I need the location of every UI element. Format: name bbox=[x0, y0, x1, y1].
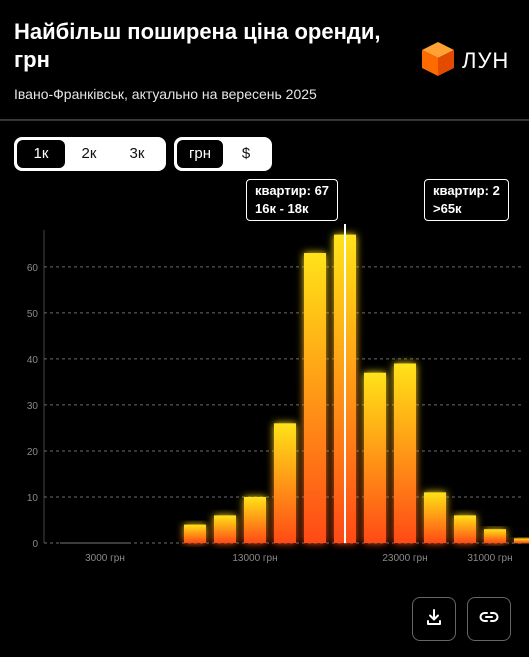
y-tick-label: 30 bbox=[27, 401, 39, 412]
x-tick-label: 3000 грн bbox=[85, 553, 125, 564]
toggle-1-room[interactable]: 1к bbox=[17, 140, 65, 168]
logo-text: ЛУН bbox=[462, 48, 510, 73]
toggle-currency-usd[interactable]: $ bbox=[241, 145, 251, 162]
tooltip-count: квартир: 2 bbox=[433, 183, 500, 198]
x-tick-label: 13000 грн bbox=[232, 553, 277, 564]
x-tick-label: 31000 грн bbox=[467, 553, 512, 564]
download-button[interactable] bbox=[412, 597, 456, 641]
histogram-bar[interactable] bbox=[454, 515, 476, 543]
y-tick-label: 10 bbox=[27, 493, 39, 504]
tooltip-range: 16к - 18к bbox=[255, 201, 309, 216]
copy-link-button[interactable] bbox=[467, 597, 511, 641]
link-icon bbox=[479, 607, 499, 632]
histogram-bar[interactable] bbox=[424, 492, 446, 543]
lun-logo[interactable]: ЛУН bbox=[420, 40, 510, 83]
orange-cube-icon bbox=[420, 40, 456, 83]
tooltip-highlighted-bar: квартир: 67 16к - 18к bbox=[246, 179, 339, 221]
toggle-currency-uah[interactable]: грн bbox=[177, 140, 223, 168]
page-title: Найбільш поширена ціна оренди, грн bbox=[14, 19, 381, 72]
toggle-3-rooms[interactable]: 3к bbox=[129, 145, 145, 162]
y-tick-label: 0 bbox=[32, 539, 38, 550]
currency-toggle: грн $ bbox=[174, 137, 272, 171]
histogram-bar[interactable] bbox=[274, 423, 296, 543]
tooltip-range: >65к bbox=[433, 201, 462, 216]
page-subtitle: Івано-Франківськ, актуально на вересень … bbox=[14, 86, 317, 102]
y-tick-label: 20 bbox=[27, 447, 39, 458]
y-tick-label: 50 bbox=[27, 309, 39, 320]
y-tick-label: 40 bbox=[27, 355, 39, 366]
tooltip-last-bar: квартир: 2 >65к bbox=[424, 179, 509, 221]
room-count-toggle: 1к 2к 3к bbox=[14, 137, 166, 171]
tooltip-count: квартир: 67 bbox=[255, 183, 330, 198]
histogram-bar[interactable] bbox=[364, 372, 386, 543]
download-icon bbox=[424, 607, 444, 632]
histogram-bar[interactable] bbox=[184, 524, 206, 543]
x-tick-label: 23000 грн bbox=[382, 553, 427, 564]
histogram-bar[interactable] bbox=[214, 515, 236, 543]
histogram-bar[interactable] bbox=[244, 496, 266, 543]
price-histogram: 0 10 20 30 40 50 60 3000 грн 13000 грн 23000 грн 3… bbox=[27, 224, 529, 564]
header-divider bbox=[0, 119, 529, 120]
histogram-bar[interactable] bbox=[484, 529, 506, 543]
histogram-bar[interactable] bbox=[304, 253, 326, 543]
toggle-2-rooms[interactable]: 2к bbox=[81, 145, 97, 162]
histogram-bar[interactable] bbox=[514, 538, 529, 543]
histogram-bar[interactable] bbox=[394, 363, 416, 543]
y-tick-label: 60 bbox=[27, 263, 39, 274]
